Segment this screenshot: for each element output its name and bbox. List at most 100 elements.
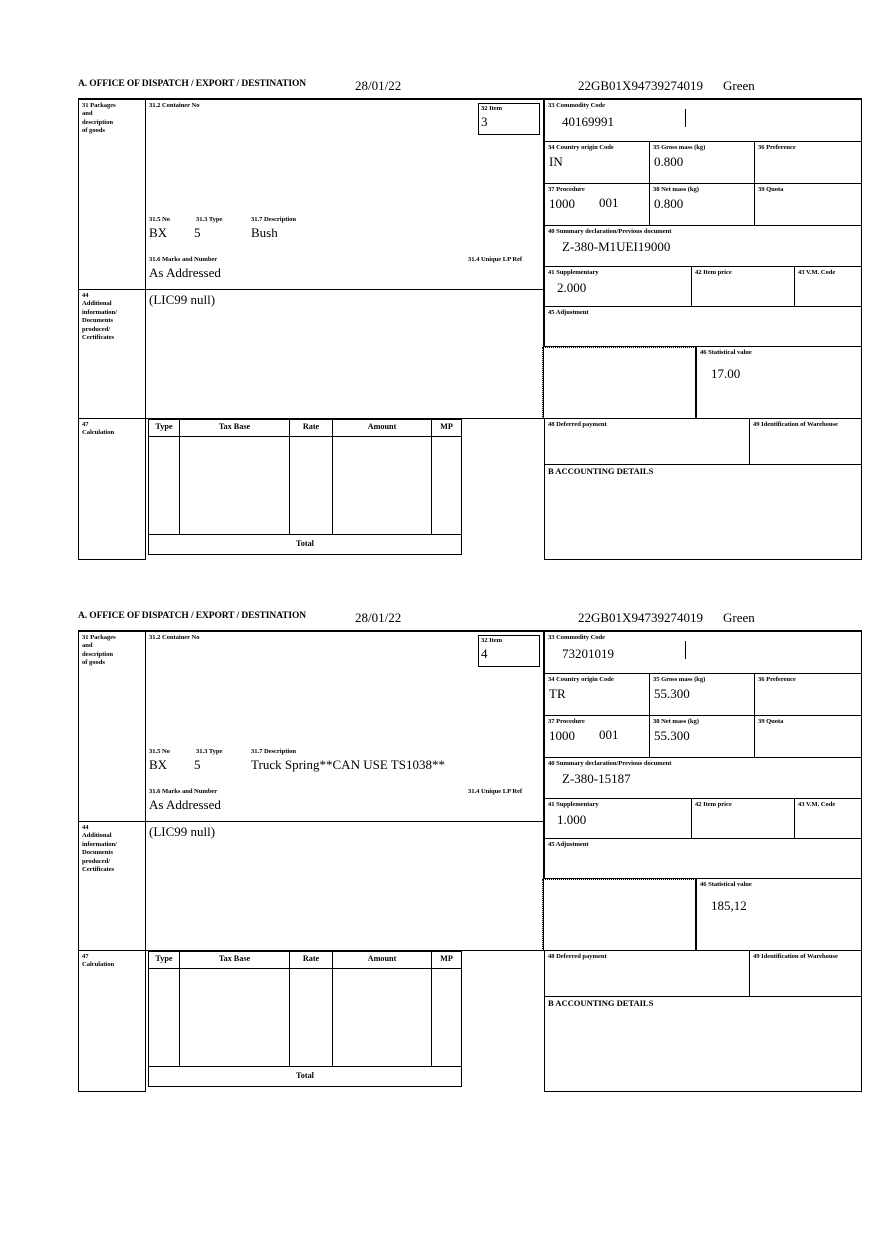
vm-code-value	[795, 809, 861, 812]
box-35-gross-mass: 35 Gross mass (kg) 55.300	[650, 674, 755, 716]
box-31-6-label: 31.6 Marks and Number	[149, 256, 218, 263]
calc-header-taxbase: Tax Base	[218, 954, 251, 963]
box-48-label: 48 Deferred payment	[548, 952, 607, 960]
calc-col-type-header: Type	[148, 951, 180, 969]
declaration-item-form-1: A. OFFICE OF DISPATCH / EXPORT / DESTINA…	[78, 78, 862, 560]
net-mass-value: 0.800	[654, 196, 684, 212]
calc-cell-amount[interactable]	[333, 969, 432, 1067]
box-44-label: 44 Additional information/Documents produce…	[82, 291, 117, 342]
calc-header-amount: Amount	[367, 422, 397, 431]
box-47-label-cell: 47 Calculation	[78, 419, 146, 560]
calc-cell-taxbase[interactable]	[180, 969, 290, 1067]
box-32-label: 32 Item	[481, 637, 503, 644]
accounting-details-label: B ACCOUNTING DETAILS	[548, 465, 654, 476]
calc-total-row: Total	[148, 535, 462, 555]
goods-description-value: Bush	[251, 225, 278, 240]
box-31-6-label: 31.6 Marks and Number	[149, 788, 218, 795]
box-37-procedure: 37 Procedure 1000 001	[544, 716, 650, 758]
box-32-label: 32 Item	[481, 105, 503, 112]
box-48-label: 48 Deferred payment	[548, 420, 607, 428]
box-45-lower-area	[544, 347, 696, 419]
box-31-label-cell: 31 Packages and description of goods	[78, 100, 146, 290]
box-39-label: 39 Quota	[758, 185, 784, 193]
box-31-label: 31 Packages and description of goods	[82, 633, 116, 667]
box-40-label: 40 Summary declaration/Previous document	[548, 227, 672, 235]
box-46-label: 46 Statistical value	[700, 880, 752, 888]
calc-cell-taxbase[interactable]	[180, 437, 290, 535]
calc-cell-rate[interactable]	[290, 437, 333, 535]
box-34-country-origin: 34 Country origin Code TR	[544, 674, 650, 716]
box-32-item: 32 Item 3	[478, 103, 540, 135]
accounting-details-cell: B ACCOUNTING DETAILS	[544, 997, 862, 1092]
box-36-preference: 36 Preference	[755, 142, 862, 184]
box-38-net-mass: 38 Net mass (kg) 0.800	[650, 184, 755, 226]
supplementary-value: 1.000	[557, 812, 587, 828]
box-35-label: 35 Gross mass (kg)	[653, 143, 706, 151]
packages-no-value: BX	[149, 225, 168, 240]
form-body: 31 Packages and description of goods 31.2 C…	[78, 632, 862, 1092]
calc-cell-mp[interactable]	[432, 437, 462, 535]
additional-information-value: (LIC99 null)	[149, 292, 216, 307]
calc-cell-mp[interactable]	[432, 969, 462, 1067]
box-41-supplementary: 41 Supplementary 1.000	[544, 799, 692, 839]
calc-total-label: Total	[296, 539, 314, 548]
calc-col-amount-header: Amount	[333, 951, 432, 969]
item-number-value: 3	[481, 113, 488, 129]
box-43-vm-code: 43 V.M. Code	[795, 267, 862, 307]
box-47-label-cell: 47 Calculation	[78, 951, 146, 1092]
box-35-gross-mass: 35 Gross mass (kg) 0.800	[650, 142, 755, 184]
item-price-value	[692, 277, 794, 280]
box-44-label-cell: 44 Additional information/Documents produce…	[78, 822, 146, 951]
declaration-date: 28/01/22	[355, 78, 402, 93]
box-40-previous-document: 40 Summary declaration/Previous document…	[544, 758, 862, 799]
box-44-content-cell: (LIC99 null)	[146, 822, 544, 951]
box-49-warehouse-id: 49 Identification of Warehouse	[750, 951, 862, 997]
box-31-2-label: 31.2 Container No	[149, 633, 200, 641]
box-31-label-cell: 31 Packages and description of goods	[78, 632, 146, 822]
box-39-quota: 39 Quota	[755, 184, 862, 226]
calc-total-row: Total	[148, 1067, 462, 1087]
box-31-4-label: 31.4 Unique LP Ref	[468, 788, 523, 795]
calc-cell-type[interactable]	[148, 969, 180, 1067]
box-49-label: 49 Identification of Warehouse	[753, 420, 838, 428]
box-37-label: 37 Procedure	[548, 185, 585, 193]
box-41-supplementary: 41 Supplementary 2.000	[544, 267, 692, 307]
box-45-adjustment: 45 Adjustment	[544, 839, 862, 879]
box-34-label: 34 Country origin Code	[548, 143, 614, 151]
box-38-label: 38 Net mass (kg)	[653, 185, 699, 193]
commodity-code-divider	[685, 641, 686, 659]
calc-col-rate-header: Rate	[290, 951, 333, 969]
calc-cell-type[interactable]	[148, 437, 180, 535]
box-33-label: 33 Commodity Code	[548, 633, 606, 641]
calc-cell-rate[interactable]	[290, 969, 333, 1067]
box-31-4-label: 31.4 Unique LP Ref	[468, 256, 523, 263]
box-31-content-cell: 31.2 Container No 31.5 No 31.3 Type 31.7…	[146, 632, 544, 822]
box-46-dotted-left	[542, 347, 543, 419]
box-32-item: 32 Item 4	[478, 635, 540, 667]
box-48-deferred-payment: 48 Deferred payment	[544, 951, 750, 997]
box-42-item-price: 42 Item price	[692, 267, 795, 307]
calc-col-mp-header: MP	[432, 419, 462, 437]
box-47-label: 47 Calculation	[82, 420, 115, 437]
form-body: 31 Packages and description of goods 31.2 C…	[78, 100, 862, 560]
calc-header-mp: MP	[440, 422, 453, 431]
adjustment-value	[545, 849, 861, 852]
calc-header-mp: MP	[440, 954, 453, 963]
box-31-3-label: 31.3 Type	[196, 748, 223, 755]
warehouse-id-value	[750, 429, 861, 431]
box-36-preference: 36 Preference	[755, 674, 862, 716]
box-44-label: 44 Additional information/Documents produce…	[82, 823, 117, 874]
box-31-content-cell: 31.2 Container No 31.5 No 31.3 Type 31.7…	[146, 100, 544, 290]
box-42-item-price: 42 Item price	[692, 799, 795, 839]
box-35-label: 35 Gross mass (kg)	[653, 675, 706, 683]
box-46-statistical-value: 46 Statistical value 17.00	[696, 347, 862, 419]
item-number-value: 4	[481, 645, 488, 661]
commodity-code-value: 73201019	[562, 646, 614, 662]
box-47-label: 47 Calculation	[82, 952, 115, 969]
office-of-dispatch-label: A. OFFICE OF DISPATCH / EXPORT / DESTINA…	[78, 79, 307, 89]
declaration-date: 28/01/22	[355, 610, 402, 625]
statistical-value-value: 17.00	[711, 366, 741, 382]
box-48-deferred-payment: 48 Deferred payment	[544, 419, 750, 465]
calc-cell-amount[interactable]	[333, 437, 432, 535]
